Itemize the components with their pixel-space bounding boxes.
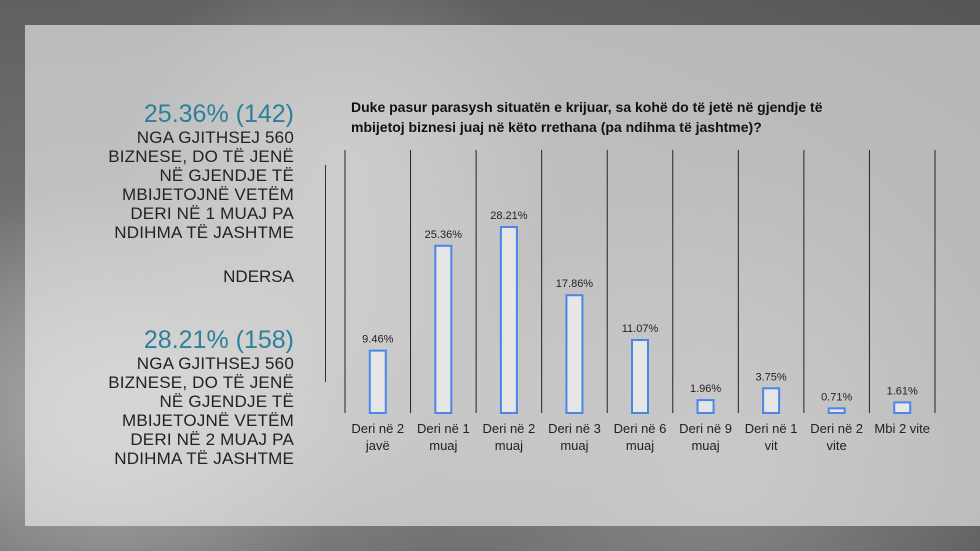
data-label: 1.61% bbox=[887, 385, 918, 397]
data-label: 0.71% bbox=[821, 391, 852, 403]
data-label: 28.21% bbox=[490, 210, 528, 222]
x-tick-label: muaj bbox=[560, 438, 588, 453]
data-label: 1.96% bbox=[690, 383, 721, 395]
data-label: 11.07% bbox=[622, 323, 659, 335]
x-tick-label: javë bbox=[365, 438, 390, 453]
bar bbox=[696, 399, 715, 415]
x-tick-label: Deri në 3 bbox=[548, 421, 601, 436]
bar bbox=[893, 401, 912, 414]
stat-2-value: 28.21% (158) bbox=[143, 326, 294, 354]
bar bbox=[762, 387, 781, 414]
stat-1-value: 25.36% (142) bbox=[143, 100, 294, 128]
x-tick-label: Deri në 9 bbox=[679, 421, 732, 436]
x-tick-label: muaj bbox=[691, 438, 719, 453]
x-tick-label: Deri në 1 bbox=[417, 421, 470, 436]
vertical-divider bbox=[325, 165, 326, 382]
summary-block-2: 28.21% (158) NGA GJITHSEJ 560 BIZNESE, D… bbox=[84, 326, 294, 468]
x-tick-label: Deri në 1 bbox=[745, 421, 798, 436]
x-tick-label: Mbi 2 vite bbox=[874, 421, 930, 436]
chart-title: Duke pasur parasysh situatën e krijuar, … bbox=[351, 99, 823, 135]
bar bbox=[434, 244, 453, 414]
x-tick-label: vite bbox=[827, 438, 847, 453]
data-label: 25.36% bbox=[425, 229, 463, 241]
bar bbox=[499, 226, 518, 414]
bar bbox=[827, 407, 846, 415]
x-tick-label: muaj bbox=[626, 438, 654, 453]
data-label: 17.86% bbox=[556, 278, 594, 290]
data-label: 9.46% bbox=[362, 334, 393, 346]
stat-1-text: NGA GJITHSEJ 560 BIZNESE, DO TË JENË NË … bbox=[108, 128, 294, 242]
x-tick-label: Deri në 6 bbox=[614, 421, 667, 436]
bar bbox=[631, 339, 649, 414]
bar bbox=[368, 349, 387, 414]
x-tick-label: Deri në 2 bbox=[810, 421, 863, 436]
bar bbox=[565, 294, 584, 414]
x-tick-label: muaj bbox=[429, 438, 457, 453]
x-tick-label: muaj bbox=[495, 438, 523, 453]
x-tick-label: Deri në 2 bbox=[351, 421, 404, 436]
data-label: 3.75% bbox=[756, 371, 787, 383]
stat-2-text: NGA GJITHSEJ 560 BIZNESE, DO TË JENË NË … bbox=[108, 354, 294, 468]
connector-text: NDERSA bbox=[223, 267, 294, 286]
x-tick-label: Deri në 2 bbox=[483, 421, 536, 436]
x-tick-label: vit bbox=[765, 438, 778, 453]
summary-block-1: 25.36% (142) NGA GJITHSEJ 560 BIZNESE, D… bbox=[84, 100, 294, 242]
